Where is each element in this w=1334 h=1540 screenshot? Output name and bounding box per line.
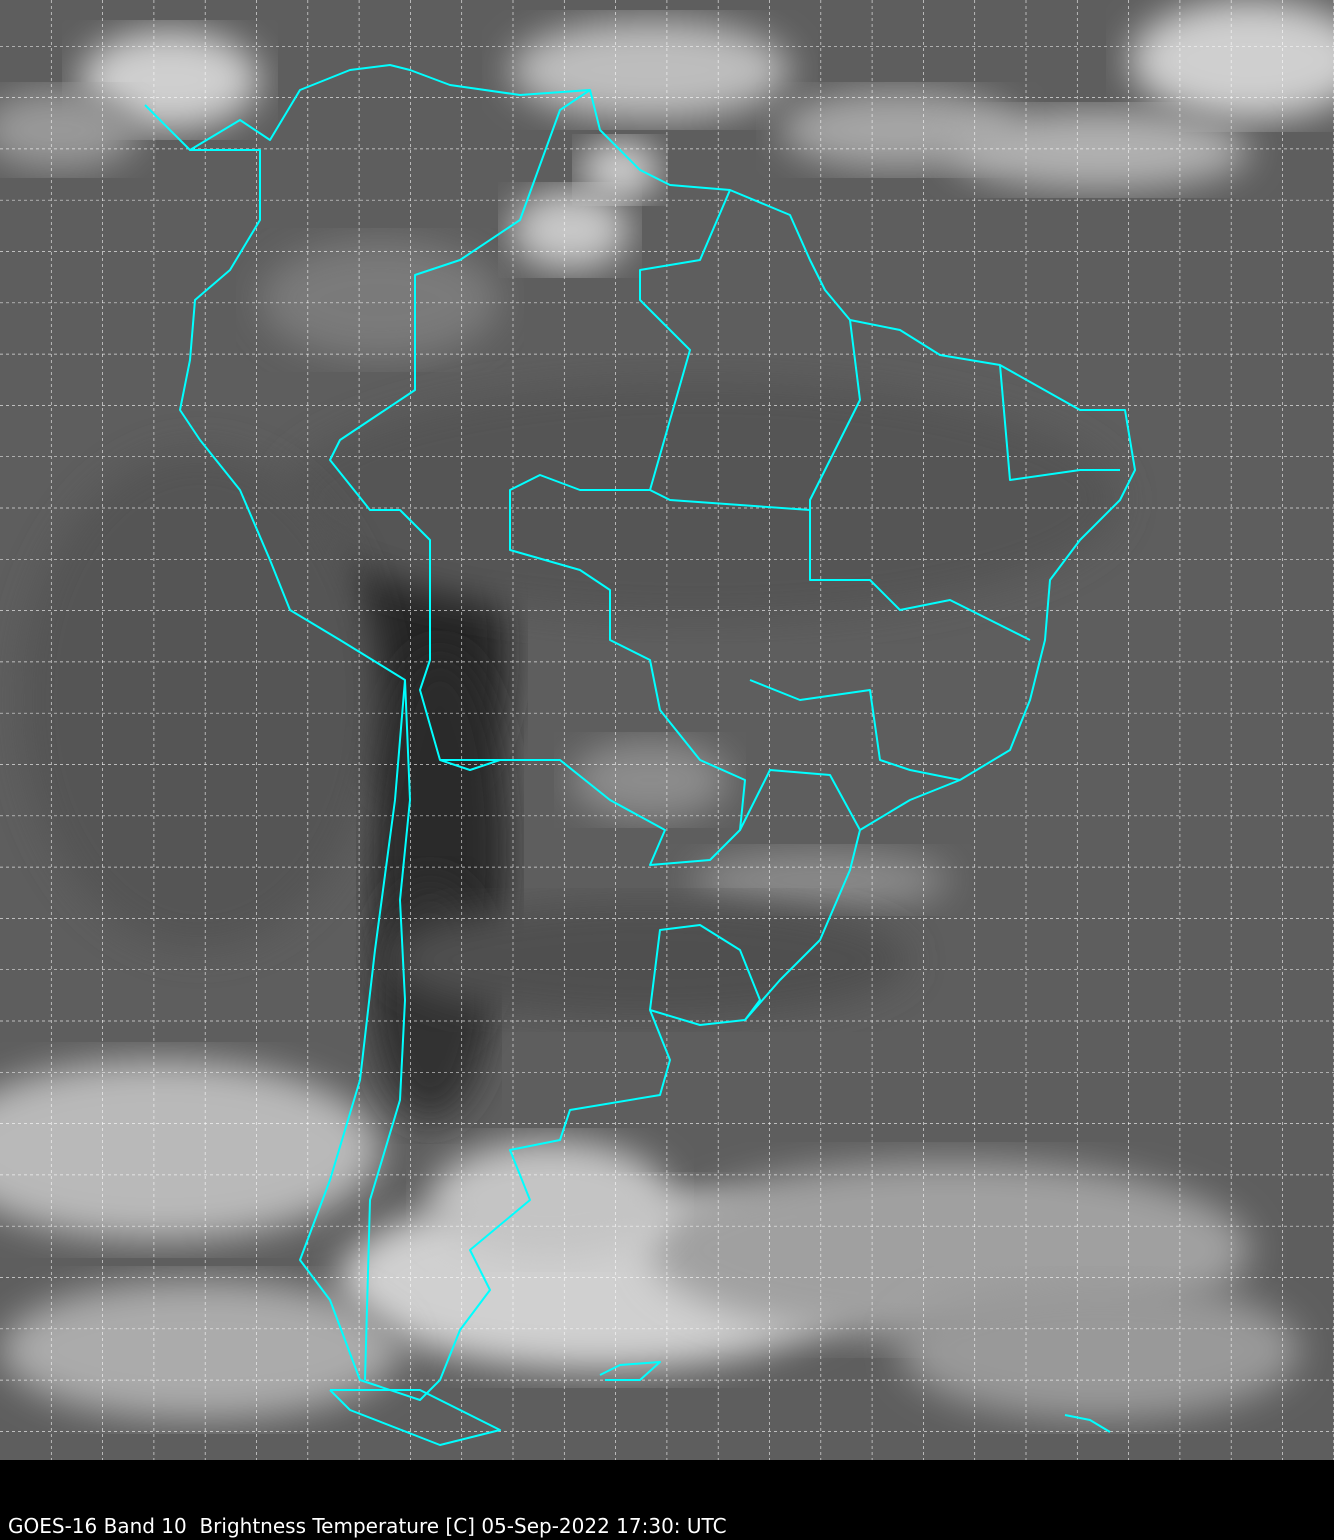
- cloud-region: [390, 900, 910, 1020]
- country-borders: [144, 64, 1136, 1446]
- cloud-region: [0, 90, 140, 170]
- cloud-region: [510, 20, 790, 120]
- cloud-region: [260, 240, 500, 360]
- continent-coastline: [144, 64, 1136, 1401]
- cloud-region: [690, 850, 950, 910]
- state-border-south: [739, 769, 861, 831]
- cloud-region: [510, 190, 630, 270]
- brazil-border: [329, 89, 746, 866]
- state-border-central: [649, 489, 811, 511]
- tierra-del-fuego: [329, 1389, 501, 1446]
- state-border-ne2: [999, 364, 1120, 481]
- cloud-region: [20, 450, 380, 950]
- cloud-region: [80, 30, 260, 130]
- state-borders-se: [749, 679, 961, 781]
- satellite-map: [0, 0, 1334, 1460]
- cloud-region: [280, 380, 1120, 620]
- cloud-layer: [0, 0, 1334, 1420]
- cloud-region: [0, 1060, 380, 1240]
- cloud-region: [0, 1280, 400, 1420]
- chile-argentina-border: [364, 679, 411, 1381]
- cloud-region: [430, 1140, 670, 1260]
- lat-lon-grid: [0, 0, 1334, 1460]
- image-caption: GOES-16 Band 10 Brightness Temperature […: [8, 1514, 727, 1538]
- argentina-north-border: [439, 759, 560, 771]
- state-borders-ne: [809, 319, 1031, 641]
- south-georgia: [1064, 1414, 1111, 1433]
- cloud-region: [580, 140, 660, 200]
- cloud-region: [900, 1280, 1300, 1420]
- cloud-region: [1130, 0, 1334, 120]
- falklands: [599, 1361, 661, 1381]
- cloud-region: [950, 110, 1250, 190]
- uruguay-border: [649, 924, 761, 1021]
- cloud-region: [570, 740, 730, 820]
